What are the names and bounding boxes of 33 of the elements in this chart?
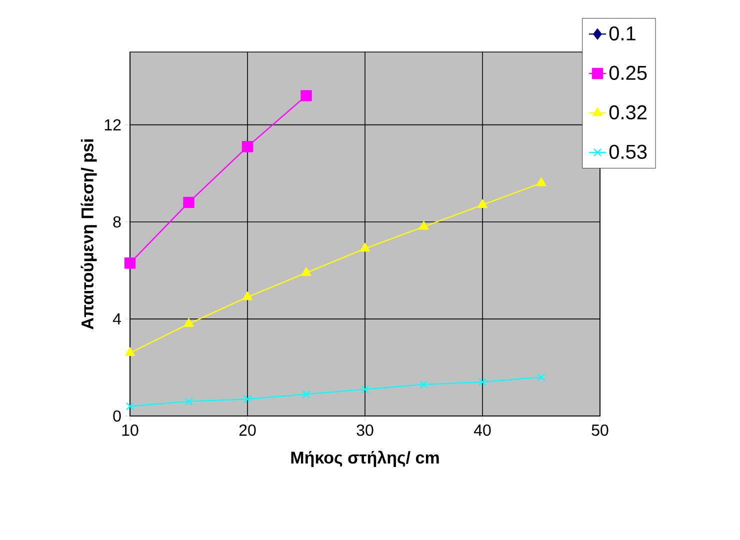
legend-label: 0.1 [609,26,636,40]
point [125,347,135,356]
point [302,390,310,398]
legend-label: 0.25 [609,66,647,80]
legend-label: 0.32 [609,105,647,120]
point [536,177,546,186]
point [420,380,428,389]
point [537,373,546,382]
x-tick-label: 50 [592,424,608,436]
x-tick-label: 30 [356,424,374,436]
y-tick-label: 4 [112,313,121,324]
x-tick-label: 40 [474,424,491,436]
y-tick-label: 12 [104,119,121,130]
point [243,394,252,404]
point [418,221,429,230]
point [124,258,136,269]
point [478,378,487,386]
y-tick-label: 0 [113,410,121,422]
point [184,318,194,327]
point [360,385,370,394]
y-axis-title: Απαιτούμενη Πίεση/ psi [80,139,97,330]
x-axis-title: Μήκος στήλης/ cm [291,450,439,467]
point [478,199,488,208]
x-tick-label: 10 [122,424,138,436]
point [242,291,252,300]
x-tick-label: 20 [239,424,256,436]
point [183,196,194,208]
point [126,402,134,410]
y-tick-label: 8 [113,216,121,228]
point [360,242,370,252]
point [301,267,312,276]
legend-label: 0.53 [609,144,647,159]
point [184,397,193,406]
